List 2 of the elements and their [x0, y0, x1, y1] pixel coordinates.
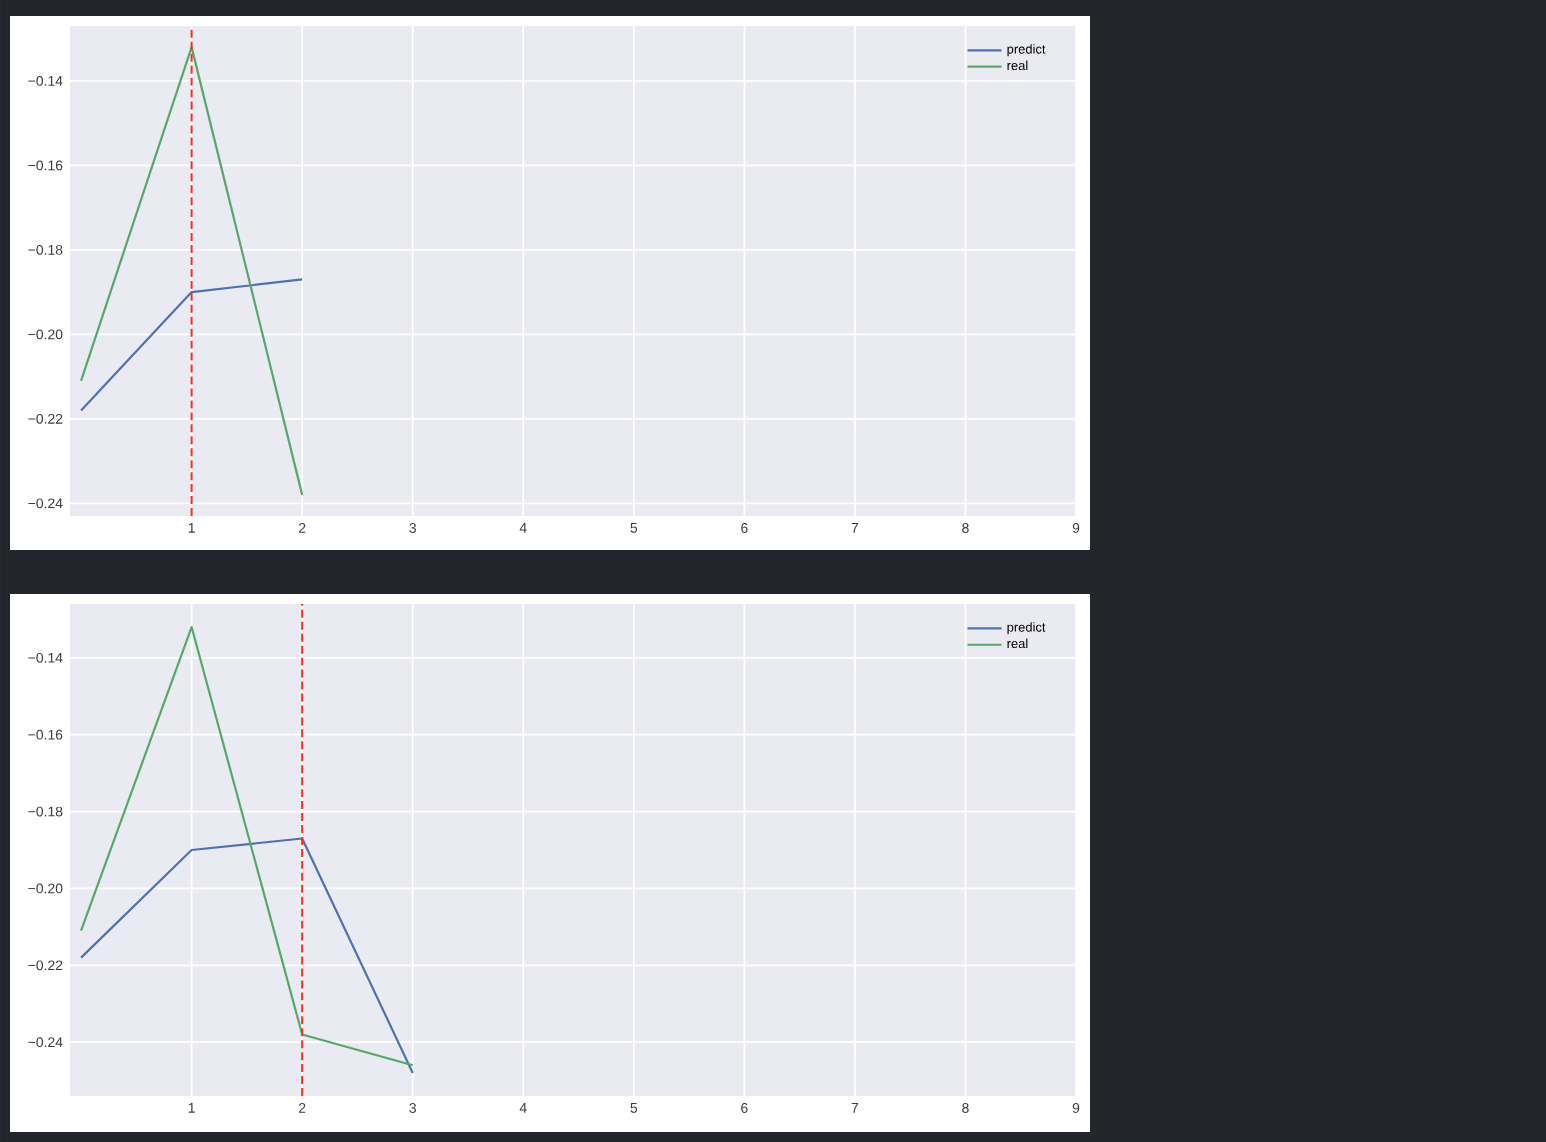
- line-series: [79, 837, 414, 1075]
- line-series: [79, 625, 414, 1067]
